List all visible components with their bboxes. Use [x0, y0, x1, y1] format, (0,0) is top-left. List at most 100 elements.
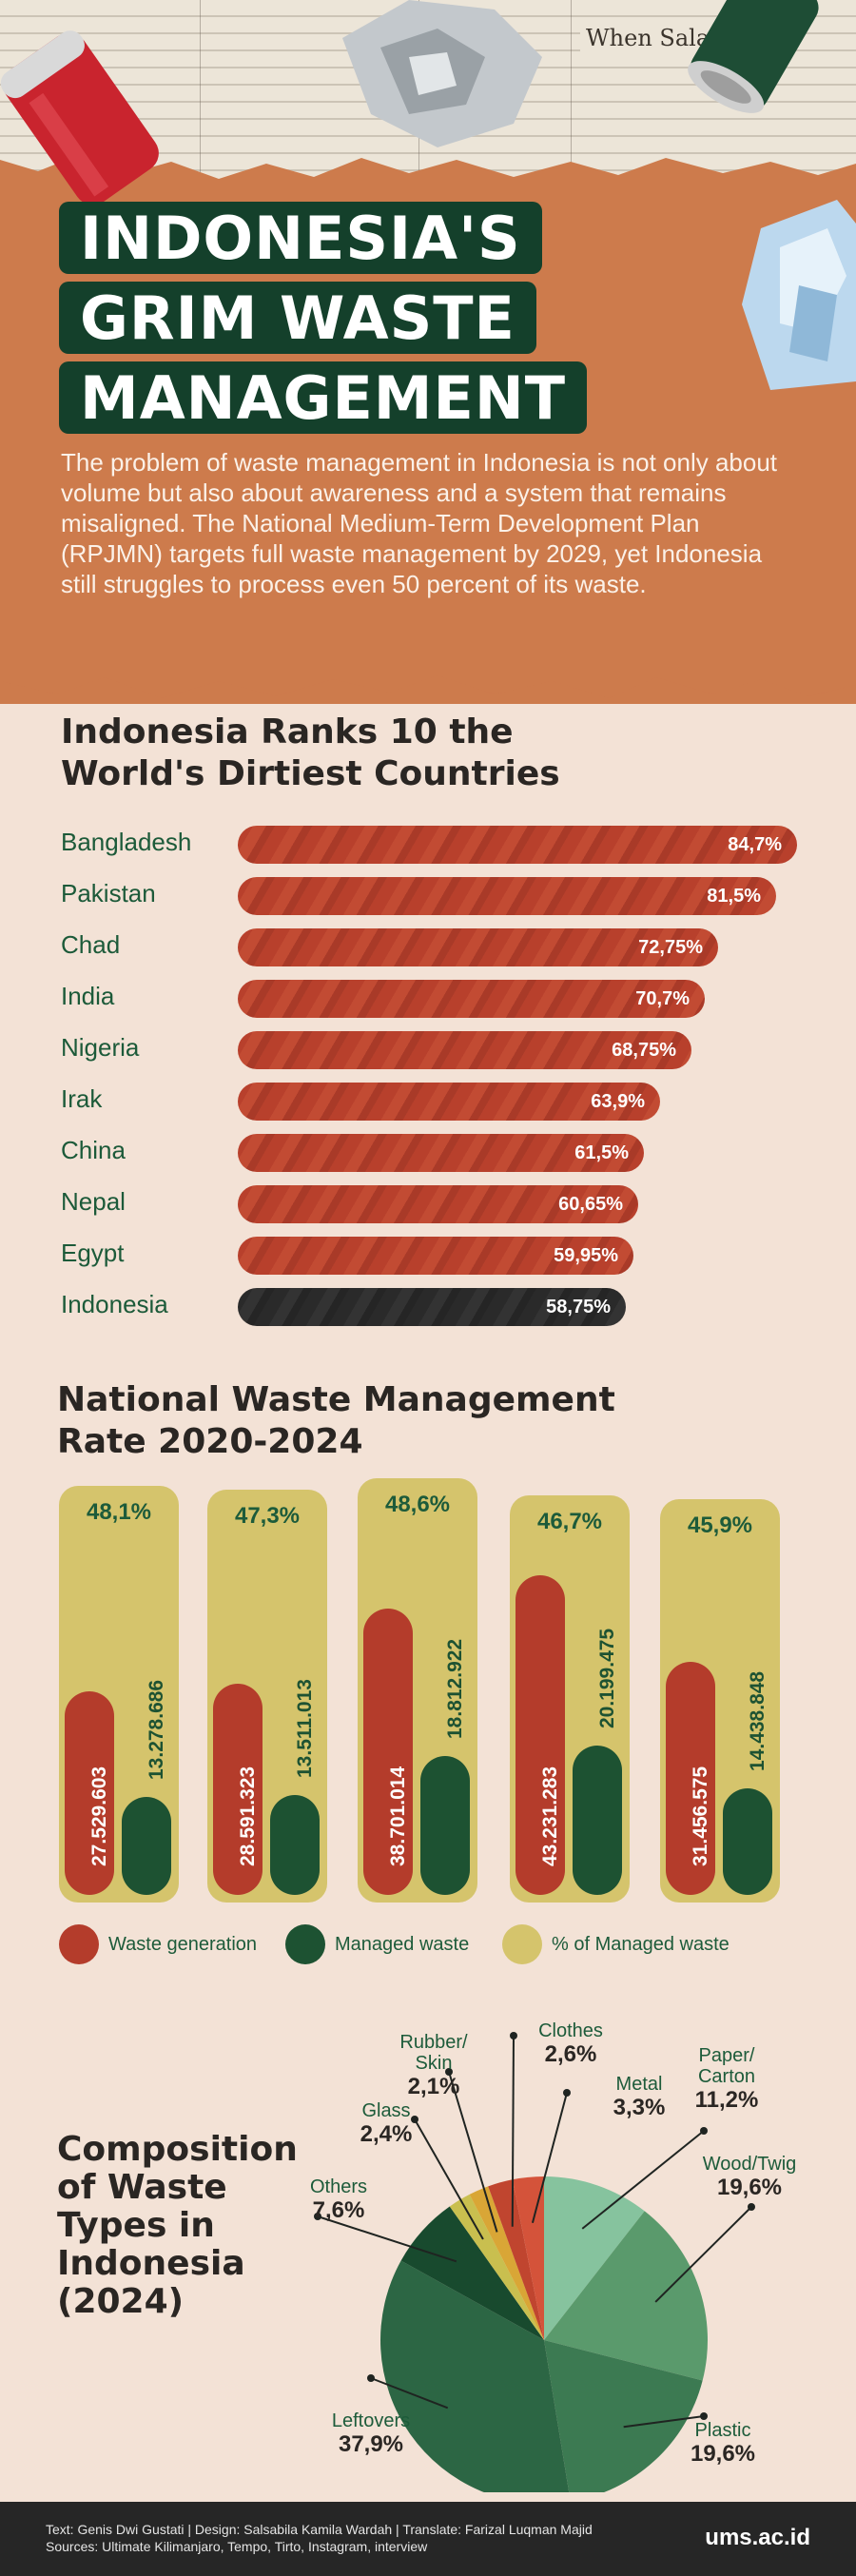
credits: Text: Genis Dwi Gustati | Design: Salsab… — [46, 2522, 593, 2554]
plastic-bottle-icon — [742, 200, 856, 390]
managed-waste-bar: 13.511.013 — [270, 1679, 320, 1895]
composition-category-label: Paper/ Carton — [697, 2045, 756, 2087]
brand-link[interactable]: ums.ac.id — [705, 2525, 810, 2550]
composition-label-group: Clothes 2,6% — [514, 2020, 628, 2068]
ranking-country-label: Pakistan — [61, 879, 156, 907]
composition-category-label: Clothes — [538, 2020, 603, 2041]
legend-generation-swatch — [59, 1924, 99, 1964]
page-title-line-3: MANAGEMENT — [59, 361, 588, 434]
ranking-value-label: 58,75% — [546, 1297, 611, 1317]
ranking-value-label: 60,65% — [558, 1194, 623, 1215]
ranking-bar: 63,9% — [238, 1083, 660, 1121]
pie-leader-dot — [367, 2374, 375, 2382]
ranking-value-label: 84,7% — [728, 834, 782, 855]
pie-slice — [488, 2179, 544, 2340]
year-column: 48,1% 27.529.603 13.278.686 — [59, 1486, 179, 1903]
composition-value-label: 7,6% — [312, 2197, 365, 2223]
composition-label-group: Wood/Twig 19,6% — [692, 2154, 807, 2201]
ranking-bar: 70,7% — [238, 980, 705, 1018]
rate-title: National Waste Management Rate 2020-2024 — [57, 1380, 615, 1461]
intro-paragraph: The problem of waste management in Indon… — [61, 448, 778, 598]
managed-waste-bar: 20.199.475 — [573, 1629, 622, 1895]
composition-label-group: Glass 2,4% — [329, 2100, 443, 2148]
waste-generation-bar: 43.231.283 — [516, 1575, 565, 1895]
managed-waste-bar: 18.812.922 — [420, 1639, 470, 1895]
ranking-row: Pakistan 81,5% — [61, 875, 803, 915]
managed-waste-value: 13.278.686 — [146, 1679, 167, 1780]
ranking-country-label: Bangladesh — [61, 828, 192, 856]
ranking-value-label: 72,75% — [638, 937, 703, 958]
waste-generation-bar: 28.591.323 — [213, 1684, 263, 1895]
page-title-line-1: INDONESIA'S — [59, 202, 542, 274]
ranking-bar: 58,75% — [238, 1288, 626, 1326]
ranking-row: China 61,5% — [61, 1132, 803, 1172]
waste-generation-value: 31.456.575 — [690, 1766, 711, 1866]
red-can-icon — [0, 30, 159, 205]
composition-value-label: 19,6% — [690, 2441, 756, 2467]
ranking-row: India 70,7% — [61, 978, 803, 1018]
composition-category-label: Glass — [361, 2100, 411, 2121]
ranking-bar: 61,5% — [238, 1134, 644, 1172]
composition-category-label: Plastic — [694, 2420, 751, 2441]
legend-pct-swatch — [502, 1924, 542, 1964]
ranking-bar: 84,7% — [238, 826, 797, 864]
managed-percent-label: 48,1% — [86, 1499, 152, 1525]
composition-label-group: Rubber/ Skin 2,1% — [377, 2032, 491, 2100]
ranking-value-label: 81,5% — [707, 886, 761, 907]
managed-percent-label: 46,7% — [536, 1509, 603, 1534]
waste-generation-value: 27.529.603 — [88, 1766, 110, 1866]
green-can-icon — [688, 0, 819, 113]
pie-slice — [469, 2186, 544, 2340]
composition-value-label: 2,1% — [407, 2074, 460, 2099]
pie-slice — [380, 2260, 570, 2492]
pie-leader-line — [448, 2071, 498, 2233]
pie-slice — [512, 2176, 544, 2340]
composition-label-group: Others 7,6% — [282, 2176, 396, 2224]
managed-waste-bar: 13.278.686 — [122, 1680, 171, 1895]
ranking-value-label: 68,75% — [612, 1040, 676, 1061]
page-title-line-2: GRIM WASTE — [59, 282, 536, 354]
ranking-country-label: Nepal — [61, 1187, 126, 1216]
year-column: 48,6% 38.701.014 18.812.922 — [358, 1478, 477, 1903]
composition-label-group: Metal 3,3% — [582, 2074, 696, 2121]
composition-value-label: 37,9% — [338, 2431, 404, 2457]
composition-category-label: Leftovers — [331, 2410, 411, 2431]
ranking-row: Chad 72,75% — [61, 927, 803, 966]
pie-leader-dot — [700, 2412, 708, 2420]
ranking-bar: 72,75% — [238, 928, 718, 966]
composition-category-label: Others — [309, 2176, 368, 2197]
pie-leader-line — [623, 2415, 705, 2429]
managed-waste-value: 13.511.013 — [294, 1679, 316, 1778]
ranking-value-label: 61,5% — [574, 1142, 629, 1163]
ranking-row: Egypt 59,95% — [61, 1235, 803, 1275]
pie-slice — [544, 2211, 708, 2381]
ranking-row: Nepal 60,65% — [61, 1183, 803, 1223]
ranking-bar: 59,95% — [238, 1237, 633, 1275]
year-column: 46,7% 43.231.283 20.199.475 — [510, 1495, 630, 1903]
ranking-country-label: China — [61, 1136, 126, 1164]
year-column: 45,9% 31.456.575 14.438.848 — [660, 1499, 780, 1903]
composition-value-label: 3,3% — [613, 2095, 666, 2120]
newspaper-heading: When Sala — [580, 25, 716, 51]
composition-value-label: 2,4% — [360, 2121, 413, 2147]
pie-leader-line — [581, 2130, 705, 2230]
hero-banner: When Sala INDONESIA'S GRIM WASTE MANAGEM… — [0, 0, 856, 704]
ranking-row: Indonesia 58,75% — [61, 1286, 803, 1326]
pie-leader-dot — [411, 2116, 418, 2123]
ranking-bar: 81,5% — [238, 877, 776, 915]
pie-leader-dot — [445, 2068, 453, 2076]
waste-generation-bar: 27.529.603 — [65, 1691, 114, 1895]
waste-generation-value: 43.231.283 — [539, 1766, 561, 1866]
torn-bottom-edge — [0, 656, 856, 698]
composition-label-group: Paper/ Carton 11,2% — [670, 2045, 784, 2114]
footer: Text: Genis Dwi Gustati | Design: Salsab… — [0, 2502, 856, 2576]
ranking-country-label: Irak — [61, 1084, 103, 1113]
ranking-country-label: Indonesia — [61, 1290, 168, 1318]
waste-generation-bar: 31.456.575 — [666, 1662, 715, 1895]
waste-generation-value: 38.701.014 — [387, 1766, 409, 1866]
ranking-country-label: Nigeria — [61, 1033, 140, 1062]
managed-waste-value: 18.812.922 — [444, 1638, 466, 1739]
pie-slice — [544, 2340, 703, 2492]
composition-value-label: 2,6% — [544, 2041, 597, 2067]
waste-generation-bar: 38.701.014 — [363, 1609, 413, 1895]
